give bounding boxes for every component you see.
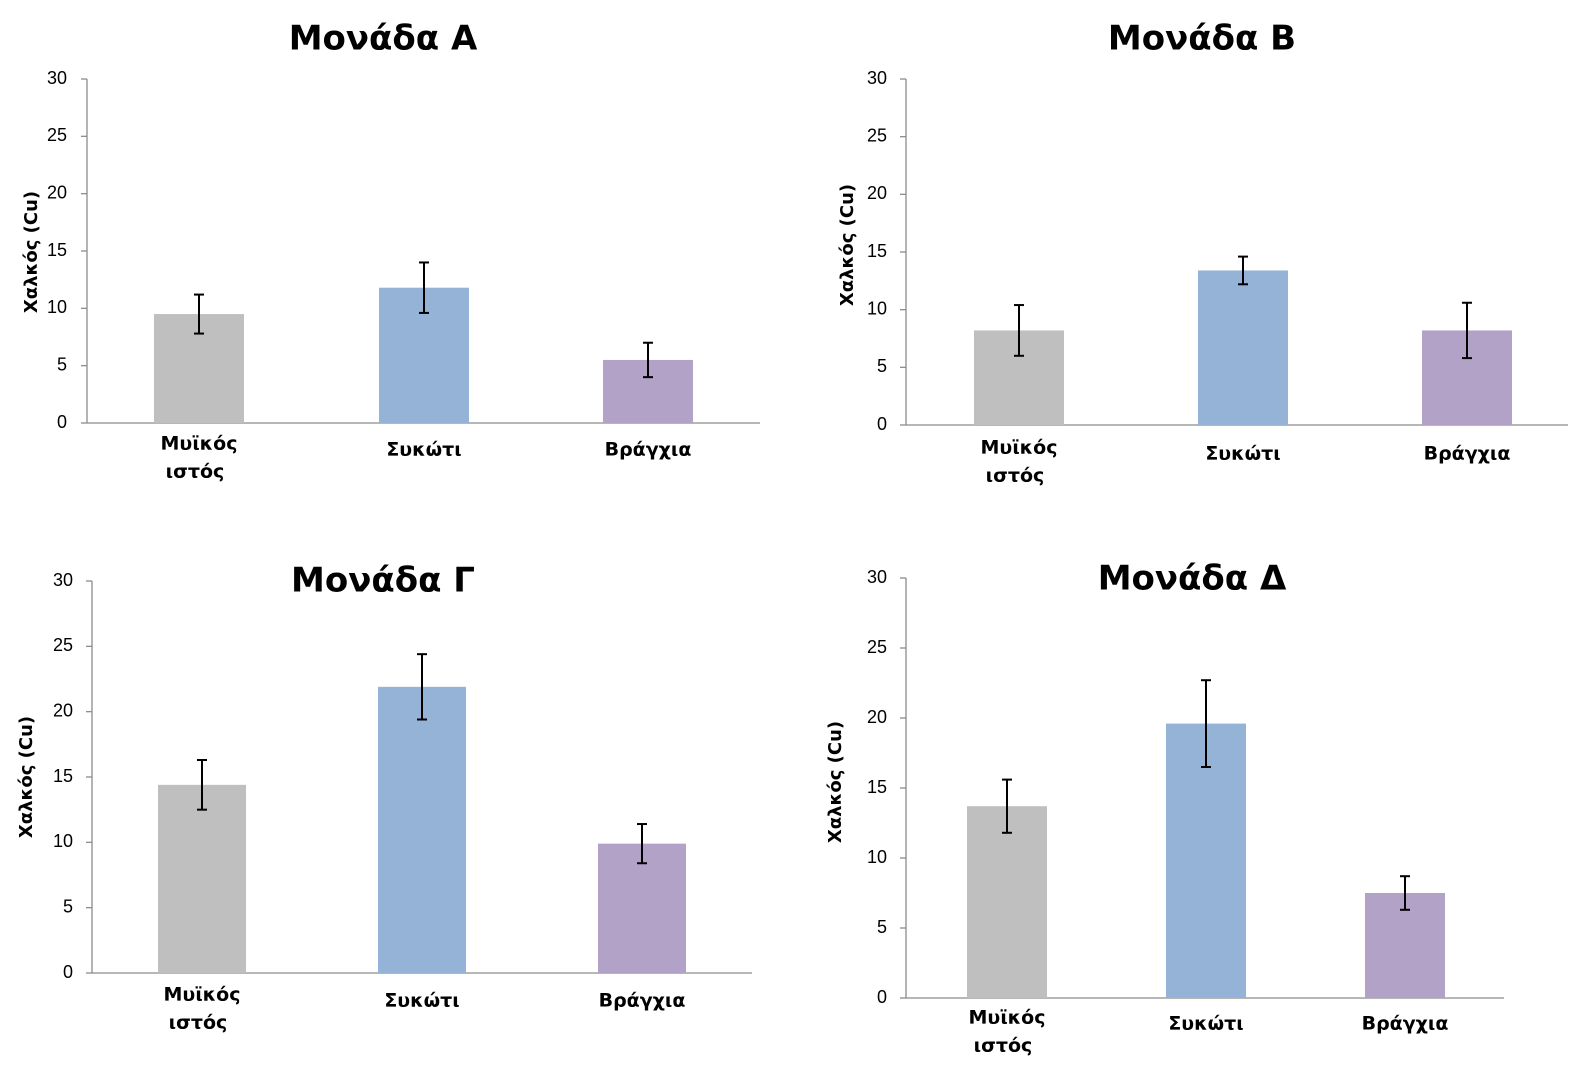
category-label: Συκώτι xyxy=(386,439,461,461)
chart-panel-b: Μονάδα Β Χαλκός (Cu) 0 5 10 15 20 25 30 Μυϊκός ιστ… xyxy=(0,0,1590,500)
bar-chart-b: Μονάδα Β Χαλκός (Cu) 0 5 10 15 20 25 30 Μυϊκός ιστ… xyxy=(837,19,1568,487)
chart-title: Μονάδα Δ xyxy=(1098,559,1287,599)
y-tick-label: 20 xyxy=(867,183,887,203)
y-tick-label: 15 xyxy=(47,240,67,260)
y-tick-label: 25 xyxy=(47,125,67,145)
category-label: Βράγχια xyxy=(605,439,692,461)
y-tick-label: 20 xyxy=(53,700,73,720)
category-label: Μυϊκός xyxy=(981,437,1058,459)
category-label: ιστός xyxy=(166,461,225,483)
y-tick-label: 15 xyxy=(53,766,73,786)
category-label: ιστός xyxy=(974,1035,1033,1057)
y-tick-label: 15 xyxy=(867,241,887,261)
bar-chart-a: Μονάδα Α Χαλκός (Cu) 0 5 10 15 20 25 30 Μυϊκός ιστ… xyxy=(21,19,760,483)
bar-chart-g: Μονάδα Γ Χαλκός (Cu) 0 5 10 15 20 25 30 Μυϊκός ιστ… xyxy=(16,561,752,1034)
y-tick-label: 5 xyxy=(877,917,887,937)
y-tick-label: 20 xyxy=(47,182,67,202)
y-tick-label: 10 xyxy=(867,847,887,867)
category-label: Συκώτι xyxy=(1168,1013,1243,1035)
chart-panel-a: Μονάδα Α Χαλκός (Cu) 0 5 10 15 20 25 30 Μυϊκός ιστ… xyxy=(0,0,780,500)
y-tick-label: 25 xyxy=(867,637,887,657)
y-tick-label: 30 xyxy=(53,570,73,590)
category-label: ιστός xyxy=(986,465,1045,487)
y-tick-label: 0 xyxy=(57,412,67,432)
y-axis-label: Χαλκός (Cu) xyxy=(825,721,846,843)
y-tick-label: 10 xyxy=(867,298,887,318)
y-tick-label: 0 xyxy=(877,414,887,434)
chart-title: Μονάδα Α xyxy=(289,19,478,59)
chart-title: Μονάδα Γ xyxy=(291,561,475,601)
y-tick-label: 5 xyxy=(877,356,887,376)
y-axis-label: Χαλκός (Cu) xyxy=(16,716,37,838)
category-label: Βράγχια xyxy=(599,990,686,1012)
y-axis-label: Χαλκός (Cu) xyxy=(837,184,858,306)
bar xyxy=(598,843,686,973)
y-tick-label: 5 xyxy=(57,354,67,374)
y-tick-label: 5 xyxy=(63,896,73,916)
bar xyxy=(967,806,1047,998)
y-tick-label: 0 xyxy=(63,962,73,982)
y-tick-label: 20 xyxy=(867,707,887,727)
category-label: Συκώτι xyxy=(384,990,459,1012)
bar xyxy=(1166,723,1246,998)
y-tick-label: 30 xyxy=(867,68,887,88)
bar xyxy=(1198,270,1288,425)
bar xyxy=(378,686,466,973)
category-label: Συκώτι xyxy=(1205,443,1280,465)
chart-title: Μονάδα Β xyxy=(1108,19,1296,59)
y-tick-label: 30 xyxy=(47,68,67,88)
y-tick-label: 25 xyxy=(867,125,887,145)
category-label: Μυϊκός xyxy=(164,984,241,1006)
category-label: ιστός xyxy=(169,1012,228,1034)
y-tick-label: 15 xyxy=(867,777,887,797)
chart-panel-g: Μονάδα Γ Χαλκός (Cu) 0 5 10 15 20 25 30 Μυϊκός ιστ… xyxy=(0,0,780,1072)
y-tick-label: 10 xyxy=(47,297,67,317)
y-tick-label: 0 xyxy=(877,987,887,1007)
category-label: Μυϊκός xyxy=(161,433,238,455)
category-label: Βράγχια xyxy=(1362,1013,1449,1035)
bar xyxy=(158,784,246,973)
y-tick-label: 30 xyxy=(867,567,887,587)
category-label: Μυϊκός xyxy=(969,1007,1046,1029)
y-tick-label: 25 xyxy=(53,635,73,655)
y-axis-label: Χαλκός (Cu) xyxy=(21,191,42,313)
category-label: Βράγχια xyxy=(1424,443,1511,465)
y-tick-label: 10 xyxy=(53,831,73,851)
